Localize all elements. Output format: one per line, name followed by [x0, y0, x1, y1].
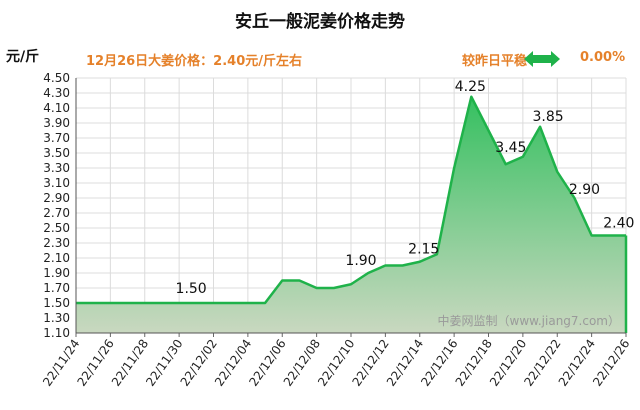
- y-tick-label: 2.10: [43, 251, 70, 265]
- y-tick-label: 2.70: [43, 206, 70, 220]
- data-label: 3.85: [532, 109, 563, 125]
- chart-title: 安丘一般泥姜价格走势: [235, 12, 405, 32]
- y-tick-label: 3.90: [43, 116, 70, 130]
- data-label: 1.90: [345, 253, 376, 269]
- price-note: 12月26日大姜价格：2.40元/斤左右: [86, 54, 303, 69]
- y-tick-label: 3.10: [43, 176, 70, 190]
- change-percent: 0.00%: [580, 50, 626, 65]
- data-label: 4.25: [455, 79, 486, 95]
- y-tick-label: 3.70: [43, 131, 70, 145]
- y-tick-label: 1.90: [43, 266, 70, 280]
- price-line: [76, 95, 626, 305]
- y-tick-label: 2.30: [43, 236, 70, 250]
- data-label: 2.15: [408, 241, 439, 257]
- y-tick-label: 4.50: [43, 71, 70, 85]
- double-arrow-icon: [524, 51, 560, 67]
- y-tick-label: 3.30: [43, 161, 70, 175]
- price-area: [76, 96, 626, 333]
- y-tick-label: 4.30: [43, 86, 70, 100]
- y-tick-label: 1.70: [43, 281, 70, 295]
- y-tick-label: 4.10: [43, 101, 70, 115]
- y-tick-label: 1.10: [43, 326, 70, 340]
- data-label: 2.40: [603, 216, 634, 232]
- y-tick-label: 2.90: [43, 191, 70, 205]
- y-tick-label: 1.30: [43, 311, 70, 325]
- compare-label: 较昨日平稳: [462, 54, 528, 69]
- y-tick-label: 3.50: [43, 146, 70, 160]
- y-axis-unit: 元/斤: [6, 49, 40, 65]
- watermark: 中姜网监制（www.jiang7.com）: [438, 313, 620, 328]
- data-label: 2.90: [569, 182, 600, 198]
- data-label: 1.50: [176, 281, 207, 297]
- y-tick-label: 2.50: [43, 221, 70, 235]
- data-label: 3.45: [495, 140, 526, 156]
- y-tick-label: 1.50: [43, 296, 70, 310]
